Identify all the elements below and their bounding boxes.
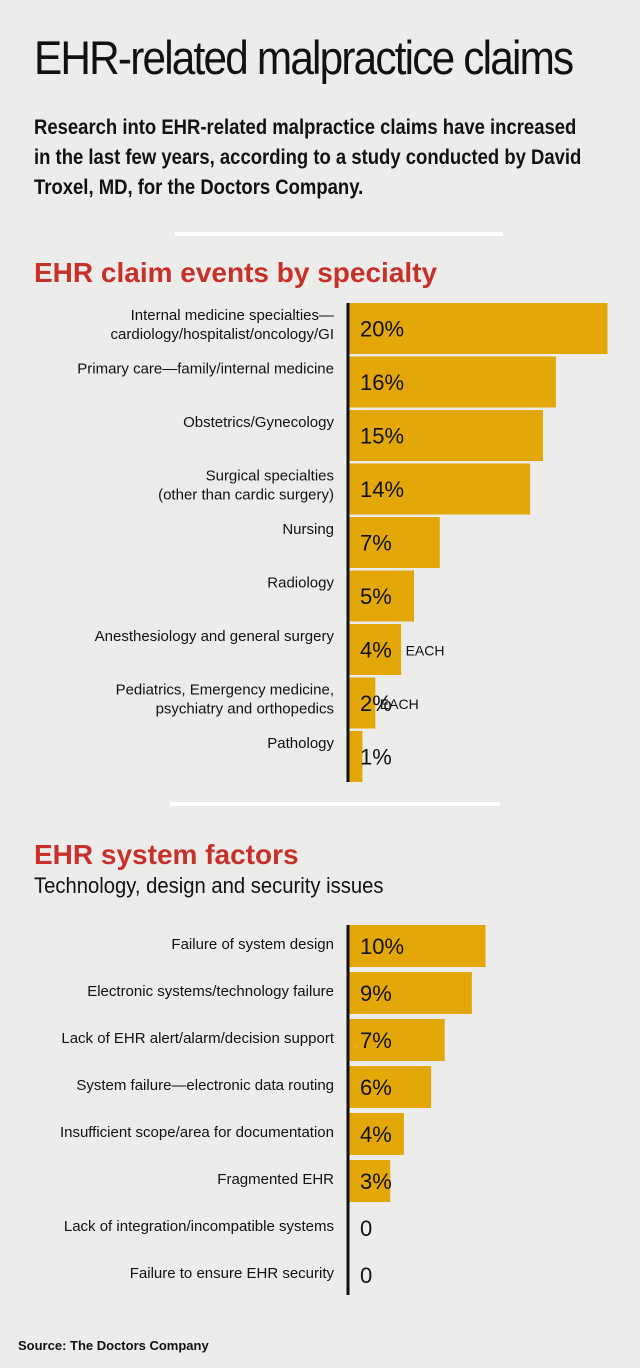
category-label: Insufficient scope/area for documentatio… <box>60 1124 334 1141</box>
category-label: Failure to ensure EHR security <box>130 1265 335 1282</box>
data-label: 1% <box>360 745 392 770</box>
category-label: Internal medicine specialties— <box>131 307 334 324</box>
category-label: Radiology <box>267 575 334 592</box>
data-note: EACH <box>380 696 419 712</box>
top-divider <box>175 232 503 236</box>
data-label: 0 <box>360 1263 372 1288</box>
bar <box>349 303 608 354</box>
factors-bar-chart: 10% Failure of system design 9% Electronic … <box>60 925 486 1295</box>
data-label: 9% <box>360 981 392 1006</box>
category-label: Anesthesiology and general surgery <box>95 628 335 645</box>
bar <box>349 1113 404 1155</box>
bar <box>349 731 363 782</box>
data-label: 10% <box>360 934 404 959</box>
bar <box>349 624 402 675</box>
data-label: 7% <box>360 531 392 556</box>
bar <box>349 1019 445 1061</box>
category-label: Failure of system design <box>171 936 334 953</box>
data-label: 3% <box>360 1169 392 1194</box>
bar <box>349 410 543 461</box>
bar <box>349 463 531 515</box>
category-label: Lack of integration/incompatible systems <box>64 1218 334 1235</box>
data-label: 4% <box>360 1122 392 1147</box>
category-label: (other than cardic surgery) <box>158 487 334 504</box>
data-label: 5% <box>360 584 392 609</box>
data-label: 2% <box>360 691 392 716</box>
source-note: Source: The Doctors Company <box>18 1338 209 1353</box>
category-label: cardiology/hospitalist/oncology/GI <box>111 326 334 343</box>
data-label: 16% <box>360 370 404 395</box>
data-label: 4% <box>360 638 392 663</box>
data-note: EACH <box>406 643 445 659</box>
bar <box>349 677 376 729</box>
category-label: System failure—electronic data routing <box>76 1077 334 1094</box>
bar <box>349 972 472 1014</box>
specialty-chart-title: EHR claim events by specialty <box>34 257 438 288</box>
bar <box>349 1066 432 1108</box>
category-label: Pathology <box>267 735 334 752</box>
factors-chart-subtitle: Technology, design and security issues <box>34 873 384 898</box>
bar <box>349 1160 391 1202</box>
data-label: 20% <box>360 317 404 342</box>
factors-chart-title: EHR system factors <box>34 839 299 870</box>
data-label: 7% <box>360 1028 392 1053</box>
specialty-bar-chart: 20% Internal medicine specialties— cardiol… <box>77 303 608 782</box>
category-label: Surgical specialties <box>206 468 334 485</box>
category-label: Pediatrics, Emergency medicine, <box>116 682 334 699</box>
category-label: Lack of EHR alert/alarm/decision support <box>61 1030 334 1047</box>
bar <box>349 925 486 967</box>
data-label: 6% <box>360 1075 392 1100</box>
data-label: 15% <box>360 424 404 449</box>
page-title: EHR-related malpractice claims <box>34 31 574 84</box>
data-label: 14% <box>360 477 404 502</box>
middle-divider <box>170 802 500 806</box>
category-label: Obstetrics/Gynecology <box>183 414 334 431</box>
category-label: Fragmented EHR <box>217 1171 334 1188</box>
page-subtitle: Research into EHR-related malpractice cl… <box>34 116 582 199</box>
category-label: psychiatry and orthopedics <box>156 701 334 718</box>
category-label: Primary care—family/internal medicine <box>77 361 334 378</box>
category-label: Electronic systems/technology failure <box>87 983 334 1000</box>
data-label: 0 <box>360 1216 372 1241</box>
bar <box>349 517 440 568</box>
bar <box>349 570 414 622</box>
category-label: Nursing <box>282 521 334 538</box>
bar <box>349 356 556 408</box>
